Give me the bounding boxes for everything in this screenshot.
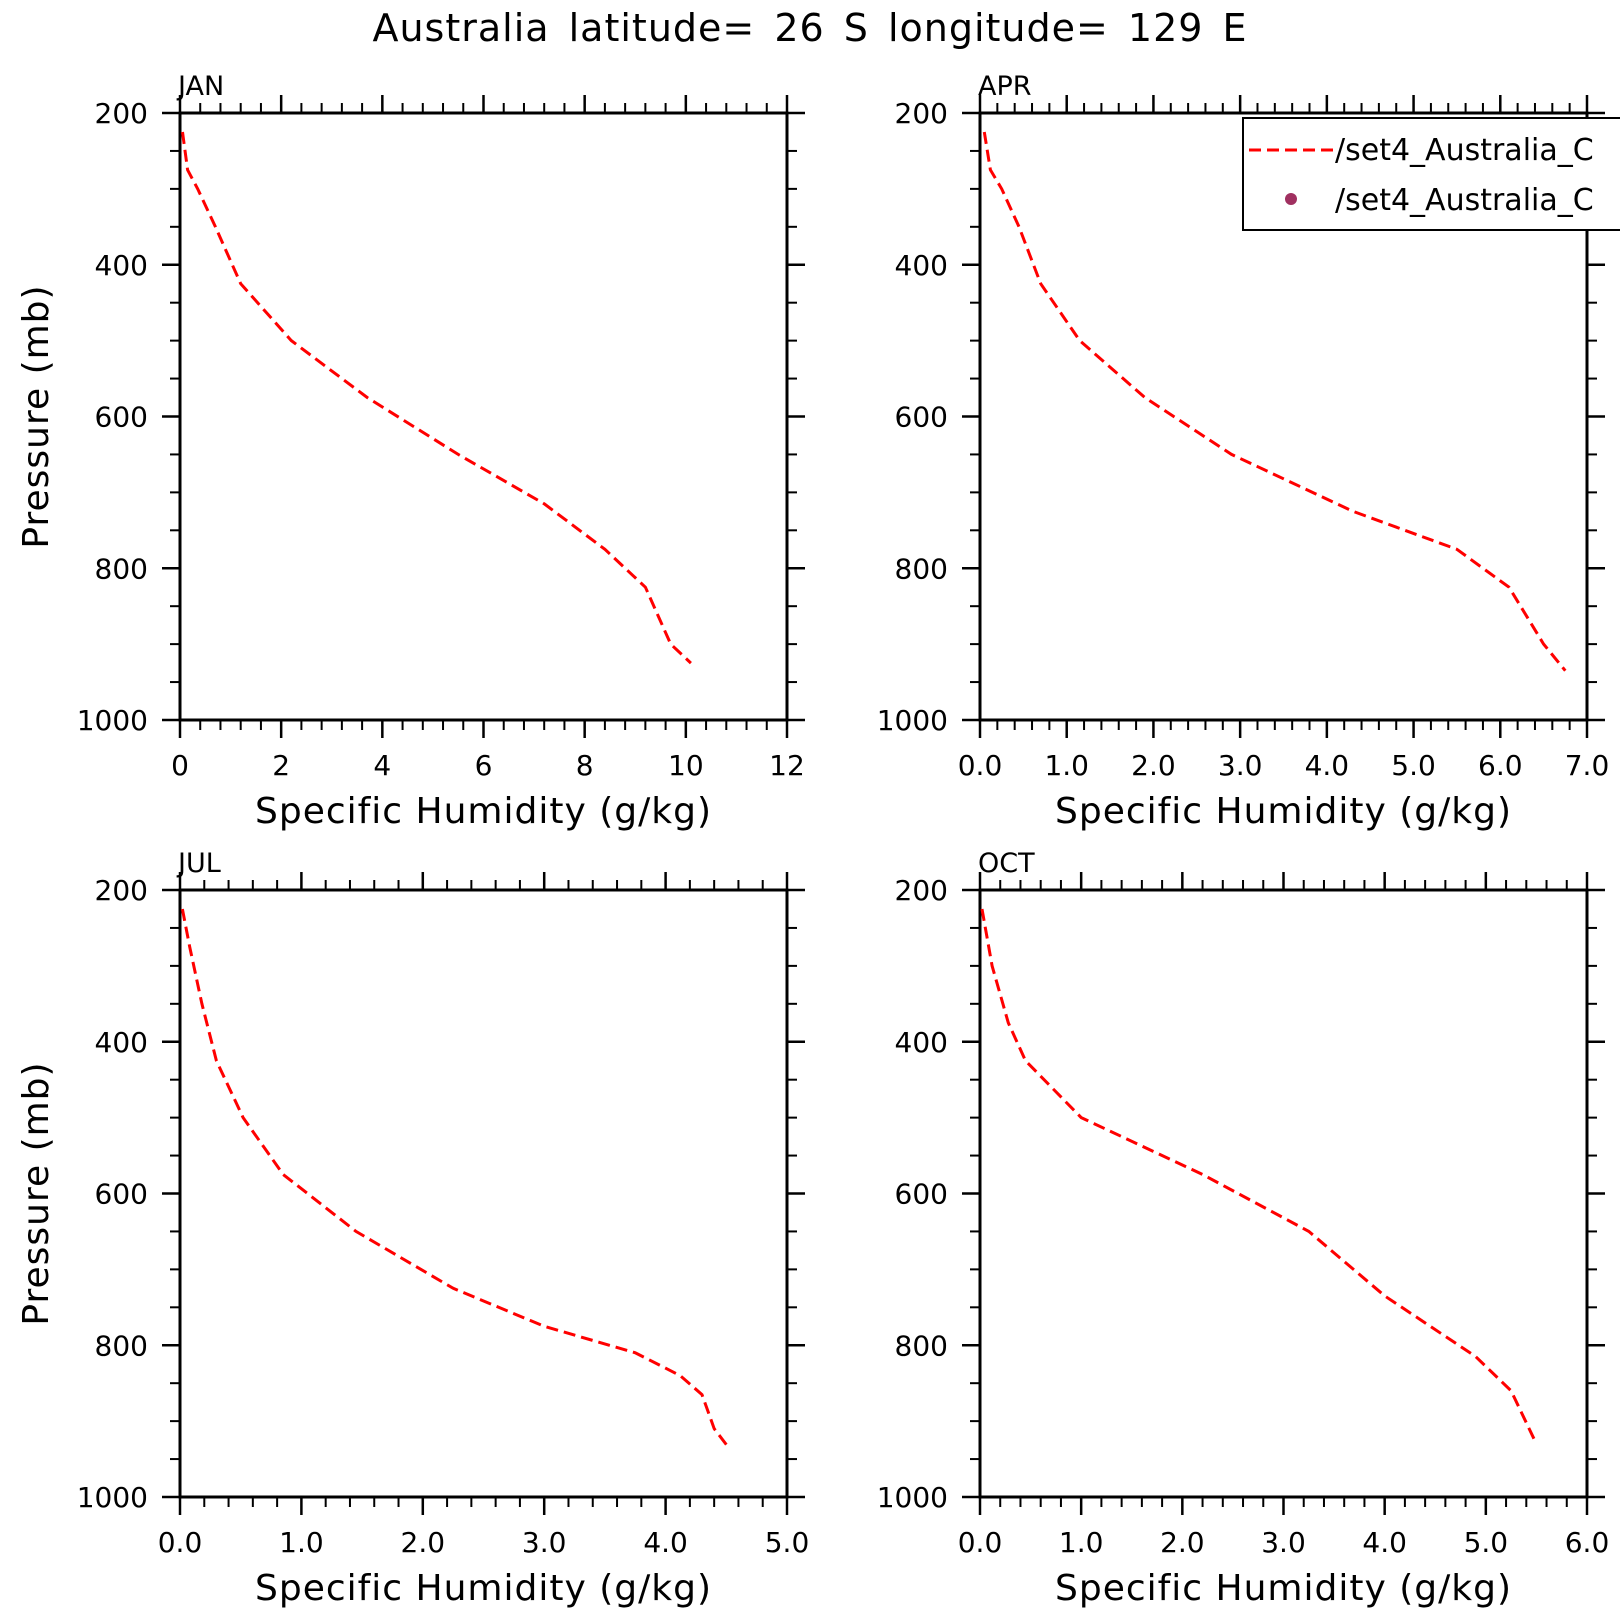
x-tick-label: 3.0 (1218, 749, 1263, 782)
x-tick-label: 6 (475, 749, 493, 782)
y-axis-label: Pressure (mb) (16, 284, 57, 548)
x-tick-label: 0.0 (958, 1526, 1003, 1559)
series-line (180, 908, 730, 1449)
x-tick-label: 10 (668, 749, 704, 782)
y-tick-label: 200 (895, 97, 948, 130)
legend-dot-swatch (1285, 193, 1297, 205)
y-tick-label: 600 (895, 401, 948, 434)
page-title: Australia latitude= 26 S longitude= 129 … (372, 6, 1248, 50)
y-tick-label: 200 (895, 874, 948, 907)
x-tick-label: 12 (769, 749, 805, 782)
y-tick-label: 800 (95, 1329, 148, 1362)
panel-jan: 0 2 4 6 8 10 12 200 400 600 800 1000 JAN Specific Hum… (16, 71, 805, 832)
series-line (181, 131, 692, 665)
x-tick-label: 6.0 (1565, 1526, 1610, 1559)
x-tick-label: 6.0 (1478, 749, 1523, 782)
x-tick-label: 0.0 (958, 749, 1003, 782)
x-tick-label: 7.0 (1565, 749, 1610, 782)
x-tick-label: 4.0 (1362, 1526, 1407, 1559)
y-tick-label: 600 (95, 401, 148, 434)
panel-label: JAN (176, 71, 224, 102)
y-tick-label: 200 (95, 874, 148, 907)
y-tick-label: 400 (95, 249, 148, 282)
x-tick-label: 5.0 (765, 1526, 810, 1559)
x-tick-label: 1.0 (1044, 749, 1089, 782)
y-tick-label: 600 (895, 1178, 948, 1211)
y-tick-label: 1000 (877, 704, 948, 737)
x-axis-label: Specific Humidity (g/kg) (1055, 791, 1512, 832)
x-axis-label: Specific Humidity (g/kg) (255, 791, 712, 832)
legend-box (1242, 117, 1620, 231)
panel-label: JUL (176, 848, 221, 879)
panel-oct: 0.0 1.0 2.0 3.0 4.0 5.0 6.0 200 400 600 800 1000 OCT… (877, 848, 1610, 1609)
x-tick-label: 4.0 (643, 1526, 688, 1559)
x-tick-label: 4.0 (1305, 749, 1350, 782)
plot-frame (178, 111, 789, 722)
x-tick-label: 5.0 (1391, 749, 1436, 782)
panel-label: APR (978, 71, 1032, 102)
x-axis-label: Specific Humidity (g/kg) (1055, 1568, 1512, 1609)
plot-frame (978, 888, 1589, 1499)
y-tick-label: 800 (895, 552, 948, 585)
x-tick-label: 1.0 (1059, 1526, 1104, 1559)
x-tick-label: 2.0 (401, 1526, 446, 1559)
series-line (980, 908, 1538, 1445)
y-tick-label: 800 (95, 552, 148, 585)
y-tick-label: 800 (895, 1329, 948, 1362)
panel-jul: 0.0 1.0 2.0 3.0 4.0 5.0 200 400 600 800 1000 JUL Spe… (16, 848, 809, 1609)
x-tick-label: 1.0 (279, 1526, 324, 1559)
x-axis-label: Specific Humidity (g/kg) (255, 1568, 712, 1609)
x-tick-label: 2.0 (1160, 1526, 1205, 1559)
x-tick-label: 4 (373, 749, 391, 782)
y-tick-label: 600 (95, 1178, 148, 1211)
y-tick-label: 1000 (77, 704, 148, 737)
legend-label: /set4_Australia_C (1335, 183, 1594, 218)
panel-label: OCT (978, 848, 1035, 879)
y-tick-label: 400 (895, 249, 948, 282)
x-tick-label: 2.0 (1131, 749, 1176, 782)
x-tick-label: 8 (576, 749, 594, 782)
plot-frame (178, 888, 789, 1499)
series-line (982, 131, 1567, 672)
x-tick-label: 3.0 (1261, 1526, 1306, 1559)
y-tick-label: 400 (95, 1026, 148, 1059)
y-axis-label: Pressure (mb) (16, 1061, 57, 1325)
y-tick-label: 1000 (877, 1481, 948, 1514)
x-tick-label: 2 (272, 749, 290, 782)
legend-label: /set4_Australia_C (1335, 133, 1594, 168)
x-tick-label: 0 (171, 749, 189, 782)
y-tick-label: 200 (95, 97, 148, 130)
x-tick-label: 0.0 (158, 1526, 203, 1559)
x-tick-label: 3.0 (522, 1526, 567, 1559)
legend: /set4_Australia_C/set4_Australia_C (1242, 117, 1620, 231)
panel-apr: 0.0 1.0 2.0 3.0 4.0 5.0 6.0 7.0 200 400 600 800 1000… (877, 71, 1610, 832)
y-tick-label: 400 (895, 1026, 948, 1059)
y-tick-label: 1000 (77, 1481, 148, 1514)
x-tick-label: 5.0 (1464, 1526, 1509, 1559)
